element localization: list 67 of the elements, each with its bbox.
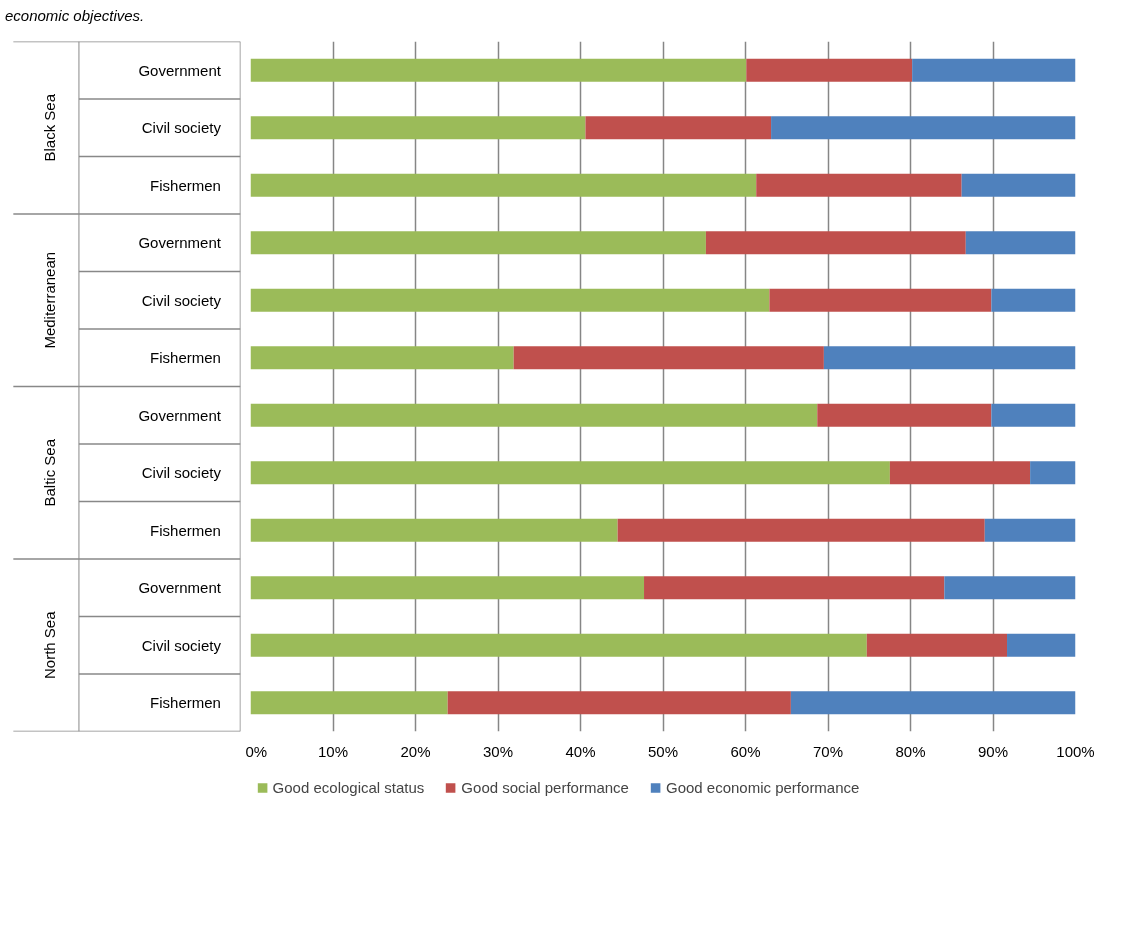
bar bbox=[250, 461, 890, 485]
text: Mediterranean bbox=[41, 252, 59, 350]
bar bbox=[250, 289, 770, 313]
bar bbox=[912, 59, 1076, 83]
bar bbox=[250, 116, 586, 140]
y-tick-label: Civil society bbox=[141, 637, 222, 655]
y-tick-label: Fishermen bbox=[150, 694, 221, 712]
x-tick-label: 70% bbox=[812, 742, 844, 760]
bar bbox=[889, 461, 1031, 485]
bar bbox=[250, 174, 757, 198]
y-tick-label: Government bbox=[138, 234, 222, 252]
bar bbox=[991, 289, 1076, 313]
text: economic objectives. bbox=[5, 6, 145, 26]
bar bbox=[961, 174, 1076, 198]
bar bbox=[250, 519, 618, 543]
bar bbox=[965, 231, 1076, 255]
bar bbox=[250, 576, 645, 600]
y-tick-label: Fishermen bbox=[150, 349, 221, 367]
y-tick-label: Fishermen bbox=[150, 522, 221, 540]
legend-label: Good economic performance bbox=[665, 778, 860, 796]
bar bbox=[250, 346, 514, 370]
bar bbox=[513, 346, 824, 370]
bar bbox=[984, 519, 1076, 543]
bar bbox=[644, 576, 945, 600]
x-tick-label: 60% bbox=[730, 742, 761, 760]
bar bbox=[617, 519, 985, 543]
legend-label: Good ecological status bbox=[272, 778, 425, 796]
bar bbox=[250, 59, 747, 83]
x-tick-label: 10% bbox=[317, 742, 349, 760]
y-tick-label: Civil society bbox=[141, 464, 222, 482]
bar bbox=[866, 634, 1008, 658]
bar bbox=[771, 116, 1076, 140]
bar bbox=[769, 289, 992, 313]
y-tick-label: Government bbox=[138, 62, 222, 80]
x-tick-label: 50% bbox=[647, 742, 679, 760]
bar bbox=[250, 231, 706, 255]
x-tick-label: 100% bbox=[1056, 742, 1095, 760]
text: Baltic Sea bbox=[41, 438, 59, 507]
bar bbox=[991, 404, 1076, 428]
x-tick-label: 20% bbox=[400, 742, 431, 760]
y-tick-label: Fishermen bbox=[150, 177, 221, 195]
x-tick-label: 80% bbox=[895, 742, 926, 760]
bar bbox=[746, 59, 913, 83]
bar bbox=[250, 691, 448, 715]
text: North Sea bbox=[41, 611, 59, 680]
y-tick-label: Government bbox=[138, 579, 222, 597]
y-tick-label: Government bbox=[138, 407, 222, 425]
x-tick-label: 30% bbox=[482, 742, 514, 760]
bar bbox=[756, 174, 962, 198]
bar bbox=[447, 691, 791, 715]
bar bbox=[585, 116, 772, 140]
x-tick-label: 40% bbox=[565, 742, 596, 760]
x-tick-label: 90% bbox=[977, 742, 1009, 760]
bar bbox=[823, 346, 1076, 370]
x-tick-label: 0% bbox=[245, 742, 268, 760]
bar bbox=[705, 231, 966, 255]
bar bbox=[790, 691, 1076, 715]
y-tick-label: Civil society bbox=[141, 119, 222, 137]
bar bbox=[250, 634, 867, 658]
bar bbox=[944, 576, 1076, 600]
legend-label: Good social performance bbox=[461, 778, 629, 796]
text: Black Sea bbox=[41, 93, 59, 162]
y-tick-label: Civil society bbox=[141, 292, 222, 310]
bar bbox=[250, 404, 818, 428]
bar bbox=[817, 404, 992, 428]
bar bbox=[1007, 634, 1076, 658]
bar bbox=[1030, 461, 1076, 485]
